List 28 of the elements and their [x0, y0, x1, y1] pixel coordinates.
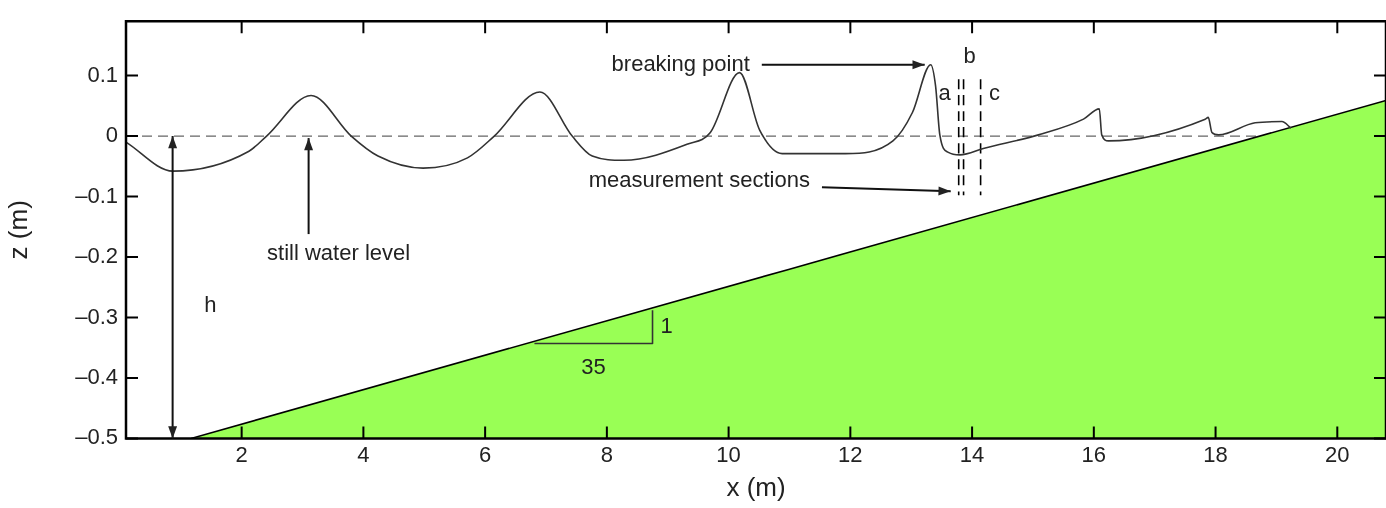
y-tick-label: –0.1 — [75, 182, 118, 208]
annotation: c — [989, 79, 1001, 105]
x-axis-title: x (m) — [726, 471, 786, 502]
annotation: h — [204, 292, 217, 318]
y-tick-label: 0.1 — [87, 61, 118, 87]
y-tick-label: –0.3 — [75, 303, 118, 329]
y-tick-label: 0 — [105, 122, 118, 148]
x-tick-label: 8 — [600, 441, 613, 467]
annotation: 35 — [581, 353, 606, 379]
y-axis-title: z (m) — [2, 200, 33, 260]
annotation: b — [963, 43, 976, 69]
annotation: still water level — [267, 240, 411, 266]
x-tick-label: 20 — [1325, 441, 1350, 467]
x-tick-label: 16 — [1081, 441, 1107, 467]
x-tick-label: 12 — [838, 441, 863, 467]
annotation: 1 — [660, 313, 673, 339]
x-tick-label: 10 — [716, 441, 741, 467]
y-tick-label: –0.2 — [75, 243, 118, 269]
annotation: breaking point — [611, 50, 750, 76]
x-tick-label: 2 — [235, 441, 248, 467]
y-tick-label: –0.4 — [75, 364, 118, 389]
annotation: measurement sections — [588, 167, 810, 193]
annotation: a — [938, 79, 952, 105]
x-tick-label: 6 — [479, 441, 492, 467]
x-tick-label: 4 — [357, 441, 370, 467]
x-tick-label: 18 — [1203, 441, 1228, 467]
y-tick-label: –0.5 — [75, 424, 118, 450]
x-tick-label: 14 — [959, 441, 985, 467]
